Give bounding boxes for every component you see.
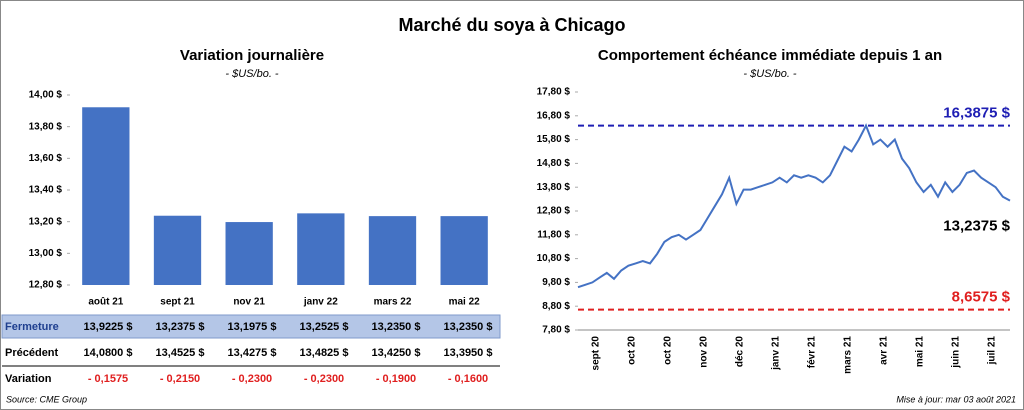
x-tick-label: janv 22 xyxy=(303,297,338,308)
bar xyxy=(82,107,130,285)
table-cell: - 0,2300 xyxy=(232,373,272,385)
table-cell: 13,2525 $ xyxy=(300,321,349,333)
table-cell: 13,2350 $ xyxy=(444,321,493,333)
title: Marché du soya à Chicago xyxy=(398,15,625,35)
y-tick-label: 11,80 $ xyxy=(537,229,570,240)
y-tick-label: 10,80 $ xyxy=(537,253,571,264)
table-cell: - 0,1575 xyxy=(88,373,128,385)
x-tick-label: nov 20 xyxy=(699,336,710,368)
y-tick-label: 13,80 $ xyxy=(29,121,63,132)
table-cell: 13,4825 $ xyxy=(300,347,349,359)
x-tick-label: oct 20 xyxy=(663,336,674,365)
x-tick-label: janv 21 xyxy=(771,336,782,371)
table-cell: Variation xyxy=(5,373,52,385)
table-cell: 13,9225 $ xyxy=(84,321,133,333)
last-label: 13,2375 $ xyxy=(943,218,1010,235)
table-cell: - 0,2150 xyxy=(160,373,200,385)
x-tick-label: oct 20 xyxy=(627,336,638,365)
x-tick-label: sept 21 xyxy=(160,297,195,308)
y-tick-label: 13,00 $ xyxy=(29,248,63,259)
y-tick-label: 12,80 $ xyxy=(29,280,63,291)
chart-subtitle: - $US/bo. - xyxy=(743,68,797,80)
table-cell: 13,4525 $ xyxy=(156,347,205,359)
table-cell: 13,3950 $ xyxy=(444,347,493,359)
table-cell: - 0,1900 xyxy=(376,373,416,385)
table-cell: - 0,2300 xyxy=(304,373,344,385)
y-tick-label: 14,80 $ xyxy=(537,158,571,169)
y-tick-label: 13,20 $ xyxy=(29,216,63,227)
y-tick-label: 15,80 $ xyxy=(537,134,571,145)
x-tick-label: sept 20 xyxy=(591,336,602,371)
updated: Mise à jour: mar 03 août 2021 xyxy=(896,394,1016,404)
table-cell: 13,1975 $ xyxy=(228,321,277,333)
source: Source: CME Group xyxy=(6,394,87,404)
x-tick-label: juil 21 xyxy=(987,336,998,366)
x-tick-label: nov 21 xyxy=(233,297,265,308)
y-tick-label: 14,00 $ xyxy=(29,90,63,101)
x-tick-label: mai 22 xyxy=(449,297,481,308)
chart-title: Variation journalière xyxy=(180,47,324,64)
table-cell: 14,0800 $ xyxy=(84,347,133,359)
x-tick-label: mars 21 xyxy=(843,336,854,374)
x-tick-label: mai 21 xyxy=(915,336,926,368)
bar xyxy=(297,213,345,285)
table-cell: 13,2350 $ xyxy=(372,321,421,333)
x-tick-label: déc 20 xyxy=(735,336,746,368)
y-tick-label: 8,80 $ xyxy=(542,301,570,312)
x-tick-label: juin 21 xyxy=(951,336,962,369)
bar xyxy=(440,216,488,285)
y-tick-label: 16,80 $ xyxy=(537,110,571,121)
table-cell: 13,4275 $ xyxy=(228,347,277,359)
reference-label: 16,3875 $ xyxy=(943,105,1010,122)
y-tick-label: 17,80 $ xyxy=(537,87,571,98)
reference-label: 8,6575 $ xyxy=(952,289,1011,306)
x-tick-label: mars 22 xyxy=(374,297,412,308)
y-tick-label: 13,40 $ xyxy=(29,185,63,196)
bar xyxy=(153,215,202,285)
y-tick-label: 13,60 $ xyxy=(29,153,63,164)
table-cell: Fermeture xyxy=(5,321,59,333)
y-tick-label: 12,80 $ xyxy=(537,206,571,217)
table-cell: - 0,1600 xyxy=(448,373,488,385)
table-cell: Précédent xyxy=(5,347,59,359)
highlight-row xyxy=(1,314,501,339)
y-tick-label: 9,80 $ xyxy=(542,277,570,288)
price-line xyxy=(577,123,1011,289)
x-tick-label: févr 21 xyxy=(807,336,818,369)
x-tick-label: avr 21 xyxy=(879,336,890,365)
x-tick-label: août 21 xyxy=(88,297,123,308)
table-cell: 13,4250 $ xyxy=(372,347,421,359)
bar xyxy=(368,216,417,285)
chart-title: Comportement échéance immédiate depuis 1… xyxy=(598,47,942,64)
bar xyxy=(225,222,273,285)
y-tick-label: 7,80 $ xyxy=(542,325,570,336)
chart-subtitle: - $US/bo. - xyxy=(225,68,279,80)
table-cell: 13,2375 $ xyxy=(156,321,205,333)
y-tick-label: 13,80 $ xyxy=(537,182,571,193)
